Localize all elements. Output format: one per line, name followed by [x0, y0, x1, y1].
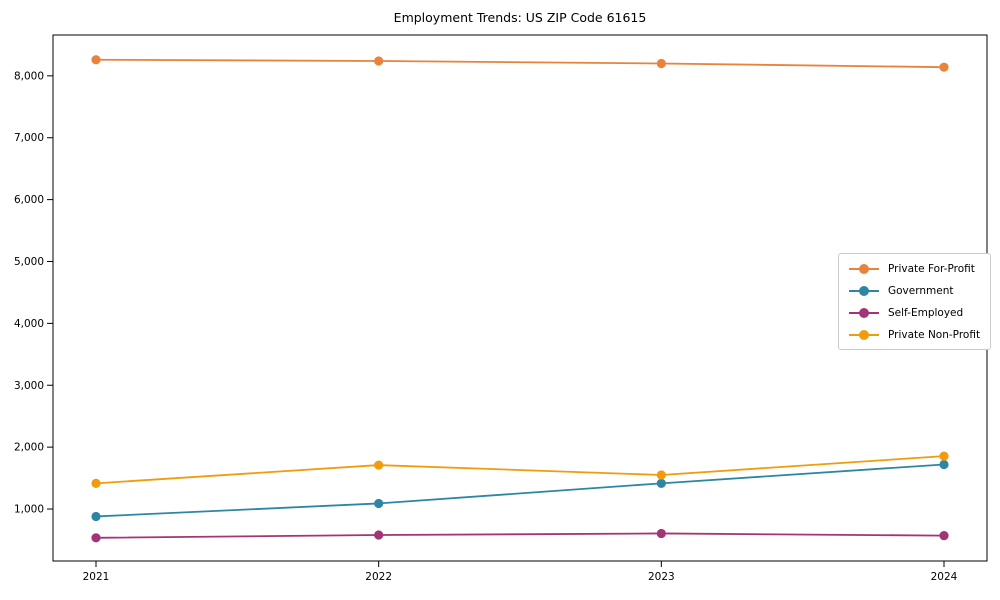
legend-marker-icon — [849, 329, 879, 340]
legend-marker-icon — [849, 263, 879, 274]
data-point-marker — [656, 478, 666, 488]
legend-label: Self-Employed — [888, 306, 964, 319]
legend-label: Private For-Profit — [888, 262, 975, 275]
data-point-marker — [374, 56, 384, 66]
data-point-marker — [939, 451, 949, 461]
series-line — [95, 58, 945, 69]
legend-marker-icon — [849, 285, 879, 296]
data-point-marker — [656, 470, 666, 480]
legend-marker-icon — [849, 307, 879, 318]
legend-item: Self-Employed — [849, 305, 980, 320]
y-tick-label: 5,000 — [14, 256, 44, 268]
data-point-marker — [374, 498, 384, 509]
data-point-marker — [91, 478, 101, 488]
data-point-marker — [656, 58, 666, 69]
y-tick-label: 4,000 — [14, 318, 44, 330]
legend-label: Private Non-Profit — [888, 328, 981, 341]
x-tick-label: 2021 — [83, 571, 110, 583]
y-tick-label: 3,000 — [14, 380, 44, 392]
legend-item: Private Non-Profit — [849, 327, 980, 342]
series-line — [95, 463, 945, 518]
x-tick-label: 2023 — [648, 571, 675, 583]
chart-title: Employment Trends: US ZIP Code 61615 — [393, 10, 647, 25]
y-tick-label: 7,000 — [14, 132, 44, 144]
y-tick-label: 8,000 — [14, 70, 44, 82]
legend-item: Government — [849, 283, 980, 298]
data-point-marker — [656, 528, 666, 539]
data-point-marker — [939, 531, 949, 541]
y-tick-label: 2,000 — [14, 442, 44, 454]
x-tick-label: 2024 — [931, 571, 958, 583]
legend-item: Private For-Profit — [849, 261, 980, 276]
data-point-marker — [91, 55, 101, 65]
data-point-marker — [939, 62, 949, 72]
data-point-marker — [91, 533, 101, 543]
data-point-marker — [939, 459, 949, 470]
chart-legend: Private For-Profit Government Self-Employe… — [838, 253, 992, 350]
series-line — [95, 455, 945, 485]
data-point-marker — [374, 460, 384, 470]
data-point-marker — [374, 530, 384, 540]
y-tick-label: 6,000 — [14, 194, 44, 206]
data-point-marker — [91, 511, 101, 522]
x-tick-label: 2022 — [365, 571, 392, 583]
legend-label: Government — [888, 284, 954, 297]
y-tick-label: 1,000 — [14, 504, 44, 516]
series-line — [95, 532, 945, 539]
